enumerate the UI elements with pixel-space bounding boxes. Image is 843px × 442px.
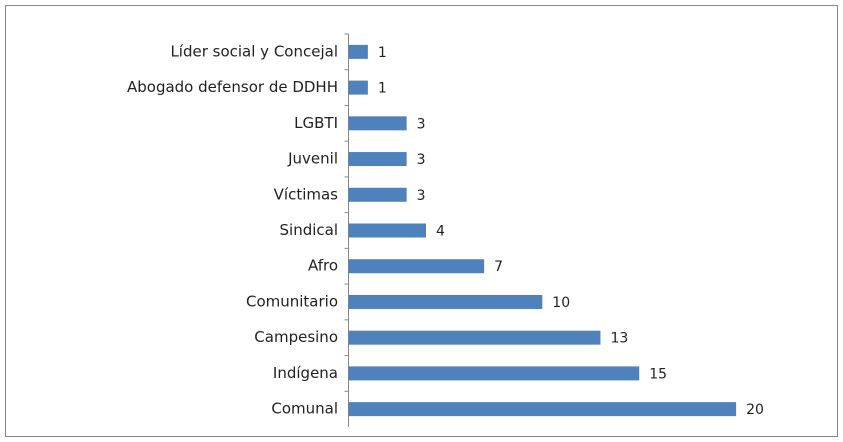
bar bbox=[348, 259, 485, 274]
bar bbox=[348, 187, 407, 202]
bar bbox=[348, 116, 407, 131]
value-label: 1 bbox=[378, 81, 387, 97]
value-label: 13 bbox=[610, 331, 628, 347]
y-tick-label: Indígena bbox=[273, 364, 338, 382]
bar bbox=[348, 330, 601, 345]
bar bbox=[348, 366, 640, 381]
bar bbox=[348, 80, 368, 95]
y-tick-label: Campesino bbox=[254, 328, 338, 346]
y-tick-label: Líder social y Concejal bbox=[170, 42, 338, 60]
y-tick-label: Víctimas bbox=[274, 185, 339, 203]
y-tick-label: Juvenil bbox=[287, 150, 338, 168]
bar bbox=[348, 402, 737, 417]
value-label: 10 bbox=[552, 295, 570, 311]
y-tick-label: Afro bbox=[308, 257, 338, 275]
value-label: 20 bbox=[746, 402, 764, 418]
bar bbox=[348, 44, 368, 59]
value-label: 4 bbox=[436, 224, 445, 240]
bar bbox=[348, 152, 407, 167]
y-tick-label: Comunitario bbox=[246, 292, 338, 310]
y-tick-label: Sindical bbox=[280, 221, 339, 239]
y-tick-label: LGBTI bbox=[294, 114, 338, 132]
bar bbox=[348, 223, 427, 238]
value-label: 7 bbox=[494, 259, 503, 275]
bar bbox=[348, 294, 543, 309]
y-tick-label: Abogado defensor de DDHH bbox=[127, 78, 338, 96]
value-label: 1 bbox=[378, 45, 387, 61]
value-label: 3 bbox=[417, 116, 426, 132]
chart-frame bbox=[5, 5, 838, 437]
value-label: 15 bbox=[649, 366, 667, 382]
value-label: 3 bbox=[417, 152, 426, 168]
y-tick-label: Comunal bbox=[271, 400, 338, 418]
value-label: 3 bbox=[417, 188, 426, 204]
